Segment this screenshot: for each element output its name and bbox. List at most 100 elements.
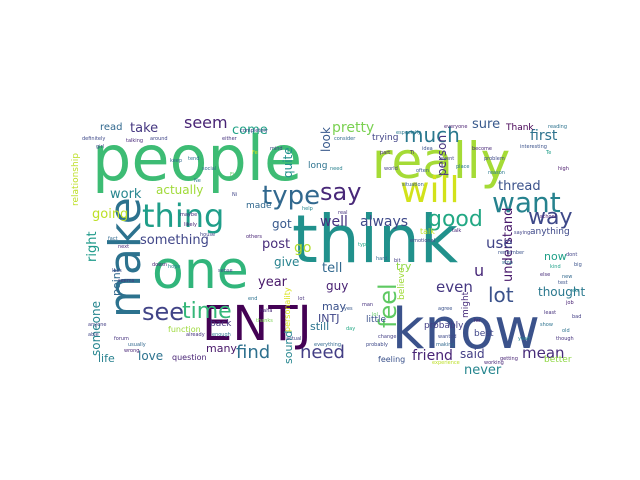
cloud-word: understand	[501, 208, 516, 282]
cloud-word: lot	[488, 283, 514, 307]
cloud-word: maybe	[180, 212, 197, 218]
cloud-word: fact	[108, 236, 118, 242]
cloud-word: keep	[170, 158, 182, 164]
cloud-word: thing	[142, 197, 224, 235]
cloud-word: time	[182, 299, 232, 324]
cloud-word: seems	[118, 278, 135, 284]
cloud-word: little	[366, 315, 387, 325]
cloud-word: always	[360, 214, 408, 230]
cloud-word: bit	[394, 258, 401, 264]
cloud-word: work	[110, 187, 142, 202]
cloud-word: problem	[484, 156, 505, 162]
cloud-word: etc	[572, 288, 580, 294]
cloud-word: likely	[184, 222, 197, 228]
cloud-word: find	[236, 342, 270, 363]
cloud-word: know	[392, 297, 540, 362]
cloud-word: remember	[498, 250, 525, 256]
cloud-word: social	[202, 166, 216, 172]
cloud-word: mind	[270, 146, 283, 152]
cloud-word: never	[464, 363, 502, 378]
cloud-word: thanks	[256, 318, 273, 324]
cloud-word: probably	[424, 321, 464, 331]
cloud-word: will	[400, 170, 459, 211]
cloud-word: one	[152, 241, 249, 301]
cloud-word: actual	[286, 336, 301, 342]
cloud-word: idea	[422, 146, 433, 152]
cloud-word: mean	[522, 344, 565, 362]
cloud-word: best	[474, 329, 494, 339]
cloud-word: working	[484, 360, 504, 366]
cloud-word: forum	[114, 336, 129, 342]
cloud-word: reading	[548, 124, 567, 130]
cloud-word: type	[262, 181, 320, 211]
cloud-word: consider	[334, 136, 356, 142]
cloud-word: question	[172, 353, 207, 362]
cloud-word: say	[320, 178, 361, 206]
cloud-word: even	[436, 278, 473, 296]
cloud-word: world	[384, 166, 398, 172]
cloud-word: trying	[372, 133, 398, 143]
cloud-word: seem	[184, 113, 228, 132]
cloud-word: Ne	[194, 178, 201, 184]
cloud-word: ENTJ	[202, 296, 312, 352]
cloud-word: change	[378, 334, 396, 340]
cloud-word: big	[574, 262, 582, 268]
cloud-word: lol	[372, 312, 378, 318]
cloud-word: year	[258, 275, 288, 290]
cloud-word: usually	[128, 342, 146, 348]
cloud-word: sure	[472, 117, 500, 132]
cloud-word: INTJ	[318, 312, 339, 325]
cloud-word: Thank	[505, 123, 534, 133]
cloud-word: feeling	[378, 355, 405, 364]
cloud-word: experience	[432, 360, 460, 366]
cloud-word: anything	[530, 227, 570, 237]
cloud-word: especially	[396, 130, 421, 136]
cloud-word: high	[558, 166, 569, 172]
cloud-word: life	[98, 352, 115, 365]
cloud-word: everyone	[444, 124, 467, 130]
cloud-word: way	[528, 205, 573, 230]
cloud-word: event	[440, 156, 454, 162]
cloud-word: making	[436, 342, 455, 348]
cloud-word: quite	[281, 147, 295, 178]
cloud-word: sound	[282, 331, 295, 364]
cloud-word: hard	[376, 256, 387, 262]
cloud-word: going	[92, 207, 128, 222]
cloud-word: friend	[412, 348, 453, 364]
cloud-word: enough	[212, 332, 231, 338]
cloud-word: either	[222, 136, 238, 142]
cloud-word: think	[292, 201, 459, 278]
cloud-word: made	[246, 201, 272, 211]
cloud-word: got	[272, 217, 292, 231]
cloud-word: really	[372, 132, 510, 190]
cloud-word: people	[92, 122, 302, 195]
cloud-word: Fe	[252, 150, 258, 156]
cloud-word: function	[168, 325, 201, 334]
cloud-word: though	[556, 336, 574, 342]
cloud-word: old	[562, 328, 570, 334]
cloud-word: u	[474, 261, 484, 280]
cloud-word: type	[358, 242, 369, 248]
cloud-word: anyone	[88, 322, 107, 328]
cloud-word: often	[416, 168, 429, 174]
cloud-word: believe	[397, 267, 407, 300]
cloud-word: Fi	[230, 172, 234, 178]
cloud-word: better	[544, 355, 572, 365]
cloud-word: give	[274, 255, 299, 269]
cloud-word: agree	[438, 306, 452, 312]
cloud-word: getting	[500, 356, 518, 362]
cloud-word: else	[540, 272, 550, 278]
cloud-word: next	[118, 244, 129, 250]
cloud-word: thread	[498, 179, 541, 194]
cloud-word: yeah	[518, 336, 530, 342]
cloud-word: end	[248, 296, 257, 302]
cloud-word: someone	[89, 301, 103, 356]
cloud-word: yes	[344, 306, 353, 312]
cloud-word: dont	[566, 252, 577, 258]
cloud-word: Ti	[409, 150, 414, 156]
cloud-word: may	[322, 300, 346, 313]
cloud-word: need	[330, 166, 343, 172]
cloud-word: come	[232, 123, 268, 138]
cloud-word: real	[338, 210, 347, 216]
